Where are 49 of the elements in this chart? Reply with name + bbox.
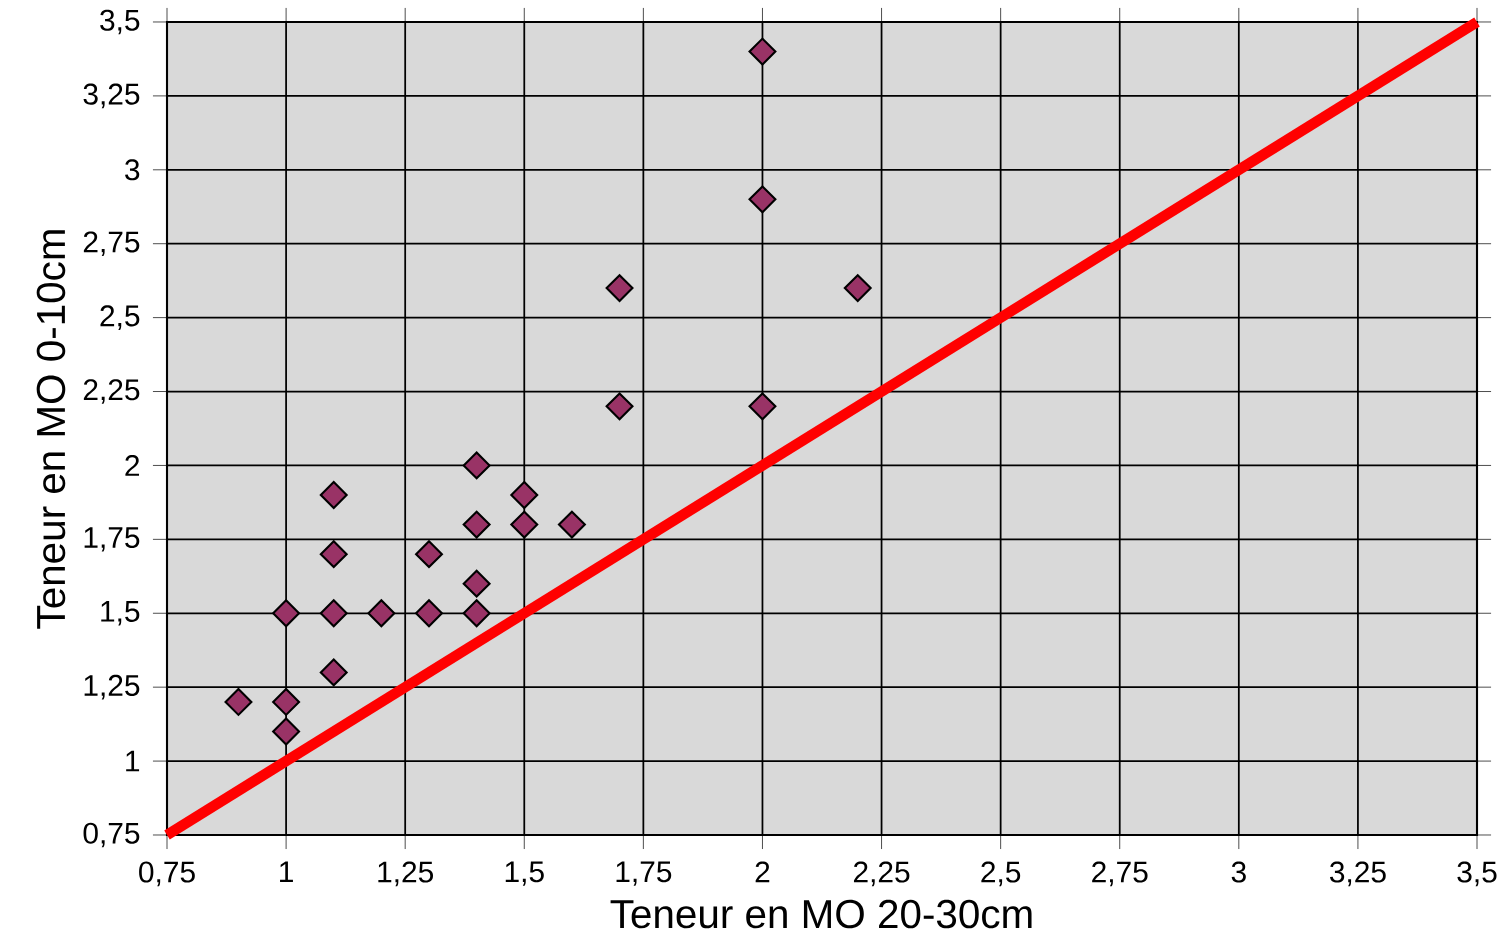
point — [272, 687, 301, 716]
point — [843, 274, 872, 303]
x-axis-title: Teneur en MO 20-30cm — [610, 899, 1032, 929]
point — [367, 599, 396, 628]
x-tick-label: 3 — [1231, 861, 1246, 883]
point — [319, 540, 348, 569]
y-tick-label: 3,25 — [83, 83, 140, 109]
x-tick-label: 1,5 — [505, 861, 544, 886]
point — [462, 510, 491, 539]
point — [510, 510, 539, 539]
y-tick-label: 1,75 — [84, 527, 140, 552]
y-axis-title: Teneur en MO 0-10cm — [36, 230, 66, 629]
point — [510, 481, 539, 509]
x-tick-label: 2,75 — [1092, 861, 1148, 887]
x-tick-label: 2 — [755, 861, 770, 883]
x-tick-label: 1,25 — [378, 861, 434, 887]
point — [605, 392, 634, 421]
point — [748, 392, 777, 421]
y-tick-label: 2 — [125, 455, 140, 476]
point — [748, 185, 777, 214]
point — [272, 599, 301, 628]
point — [415, 599, 443, 628]
y-tick-label: 3,5 — [100, 9, 140, 35]
y-tick-label: 1 — [126, 750, 140, 772]
x-tick-label: 1,75 — [616, 861, 672, 886]
point — [415, 540, 443, 569]
y-tick-label: 2,25 — [83, 379, 140, 404]
y-tick-label: 2,75 — [83, 231, 140, 257]
x-tick-label: 2,5 — [981, 861, 1021, 887]
point — [319, 481, 348, 509]
point — [462, 451, 491, 480]
point — [605, 274, 634, 303]
x-tick-label: 1 — [280, 861, 293, 883]
point — [224, 687, 253, 716]
y-tick-label: 0,75 — [83, 822, 140, 848]
point — [272, 717, 301, 746]
x-tick-label: 3,25 — [1330, 861, 1386, 887]
point — [462, 599, 491, 628]
point — [462, 569, 491, 598]
point — [319, 658, 348, 687]
x-tick-label: 3,5 — [1457, 861, 1497, 887]
point — [748, 37, 777, 66]
y-tick-label: 2,5 — [100, 305, 140, 330]
y-tick-label: 1,5 — [101, 601, 140, 626]
x-tick-label: 2,25 — [853, 861, 910, 887]
point — [557, 510, 586, 539]
point — [319, 599, 348, 628]
y-tick-label: 1,25 — [84, 674, 140, 700]
y-tick-label: 3 — [125, 159, 140, 181]
